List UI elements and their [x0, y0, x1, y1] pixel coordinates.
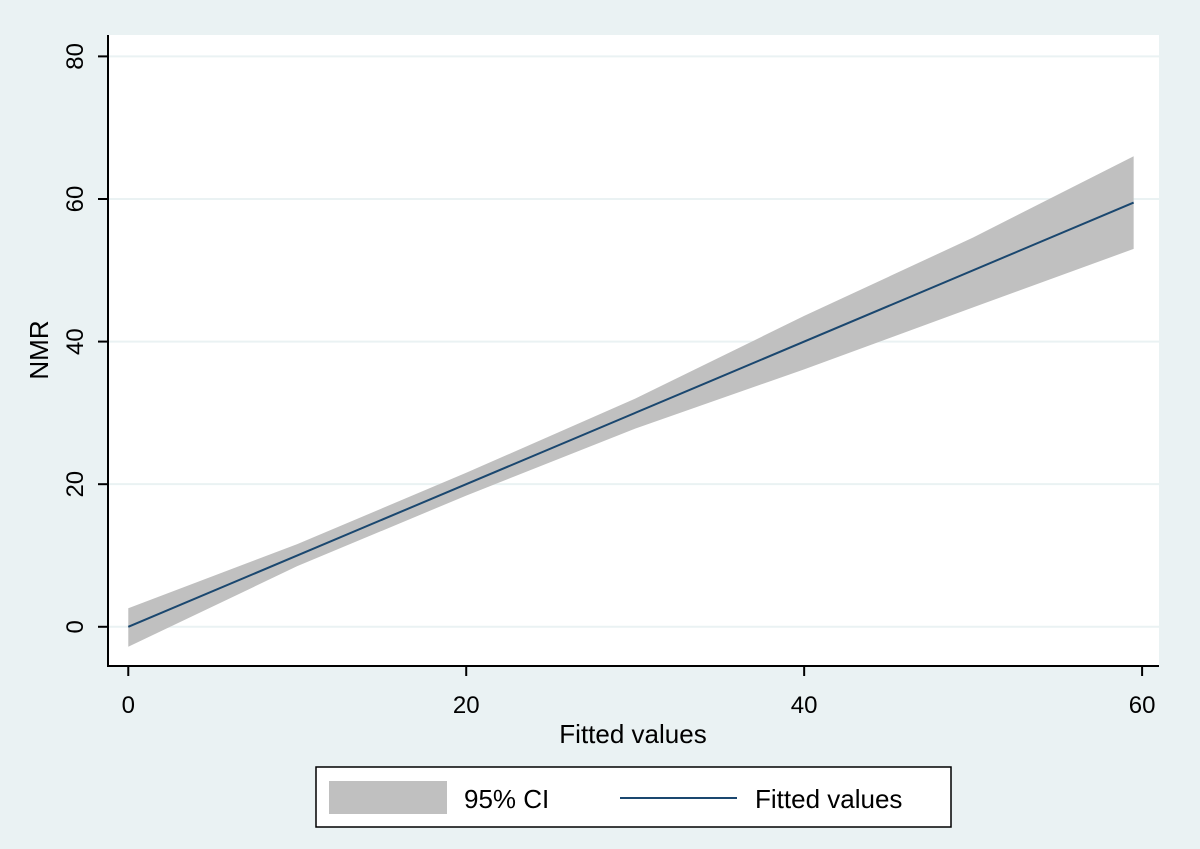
legend-line-label: Fitted values: [755, 784, 902, 814]
y-axis-ticks: 0 20 40 60 80: [62, 43, 108, 633]
legend-ci-swatch: [329, 781, 447, 814]
y-tick-label: 60: [62, 186, 89, 213]
gridlines: [108, 55, 1159, 628]
ci-band: [128, 156, 1134, 647]
x-tick-label: 0: [122, 692, 135, 719]
y-axis-label: NMR: [24, 320, 54, 379]
legend-ci-label: 95% CI: [464, 784, 549, 814]
x-axis-ticks: 0 20 40 60: [122, 666, 1156, 719]
fitted-values-line: [127, 201, 1135, 628]
y-tick-label: 20: [62, 471, 89, 498]
x-axis-label: Fitted values: [559, 719, 706, 749]
y-tick-label: 40: [62, 328, 89, 355]
y-tick-label: 0: [62, 620, 89, 633]
x-tick-label: 40: [791, 692, 818, 719]
legend: 95% CI Fitted values: [315, 766, 952, 828]
x-tick-label: 20: [453, 692, 480, 719]
y-tick-label: 80: [62, 43, 89, 70]
x-tick-label: 60: [1129, 692, 1156, 719]
